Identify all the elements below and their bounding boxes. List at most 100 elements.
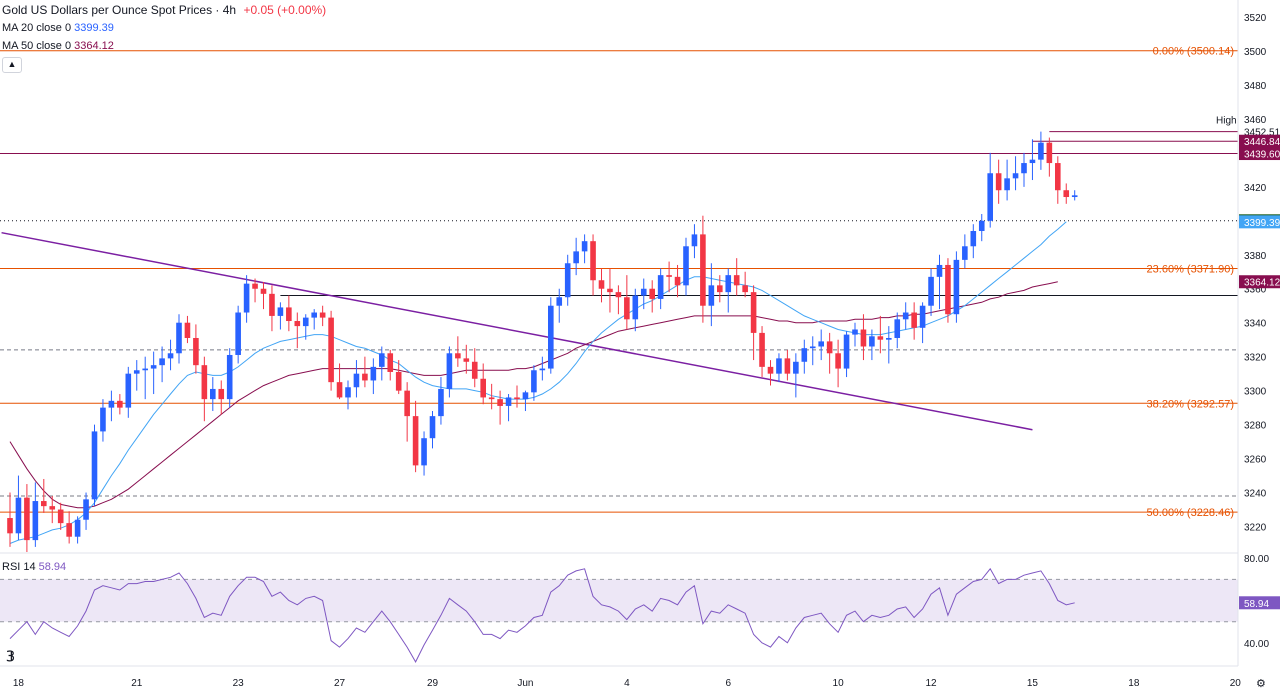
candle bbox=[7, 492, 13, 547]
candle bbox=[395, 360, 402, 395]
x-tick-label: 18 bbox=[13, 678, 25, 689]
candle-body bbox=[564, 263, 571, 298]
fib-label: 38.20% (3292.57) bbox=[1147, 398, 1234, 410]
candle-body bbox=[319, 312, 326, 318]
candle bbox=[877, 315, 884, 354]
candle bbox=[455, 336, 461, 367]
candle-body bbox=[395, 371, 402, 391]
candle bbox=[218, 380, 225, 415]
candle-body bbox=[83, 499, 89, 520]
candle-body bbox=[573, 251, 579, 264]
candle-body bbox=[869, 336, 875, 347]
candle bbox=[632, 288, 639, 332]
x-tick-label: 12 bbox=[925, 678, 937, 689]
candle-body bbox=[91, 431, 98, 500]
candle bbox=[1012, 156, 1019, 191]
candle bbox=[100, 399, 106, 442]
rsi-legend[interactable]: RSI 14 58.94 bbox=[2, 561, 66, 573]
candle bbox=[674, 264, 681, 298]
candle-body bbox=[184, 322, 191, 338]
candle-body bbox=[860, 329, 867, 347]
candle-body bbox=[438, 388, 444, 417]
candle-body bbox=[269, 293, 275, 316]
candle-body bbox=[133, 370, 140, 374]
chevron-up-icon[interactable]: ▲ bbox=[2, 57, 22, 73]
candle-body bbox=[1012, 173, 1019, 179]
candle bbox=[666, 261, 672, 293]
candle-body bbox=[412, 416, 419, 466]
candle-body bbox=[598, 280, 605, 289]
candle-body bbox=[370, 366, 377, 381]
candle-body bbox=[32, 501, 39, 541]
candle-body bbox=[41, 501, 47, 507]
rsi-label: RSI 14 bbox=[2, 561, 36, 573]
candle-body bbox=[1029, 159, 1036, 164]
candle-body bbox=[336, 382, 343, 398]
candle-body bbox=[15, 497, 22, 534]
candle-body bbox=[835, 353, 841, 369]
candle bbox=[995, 159, 1002, 204]
candle bbox=[843, 331, 850, 378]
axis-price-tag-text: 3439.60 bbox=[1244, 150, 1280, 161]
candle-body bbox=[970, 230, 977, 247]
candle-body bbox=[379, 353, 385, 367]
rsi-tick-label: 80.00 bbox=[1244, 554, 1269, 565]
candle bbox=[133, 360, 140, 391]
candle bbox=[1063, 183, 1070, 204]
ma50-legend[interactable]: MA 50 close 0 3364.12 bbox=[2, 40, 114, 52]
candle-body bbox=[708, 285, 715, 306]
candle-body bbox=[750, 292, 757, 333]
candle-body bbox=[1046, 142, 1053, 164]
candle bbox=[379, 346, 385, 381]
candle-body bbox=[24, 497, 30, 541]
candle-body bbox=[809, 346, 816, 349]
candle bbox=[362, 356, 368, 388]
y-tick-label: 3340 bbox=[1244, 319, 1267, 330]
axis-price-tag-text: 3452.51 bbox=[1244, 128, 1280, 139]
candle bbox=[176, 314, 182, 364]
candle bbox=[826, 332, 833, 374]
candle-body bbox=[784, 358, 791, 374]
candle-body bbox=[793, 361, 799, 374]
candle-body bbox=[666, 275, 672, 277]
x-tick-label: Jun bbox=[517, 678, 533, 689]
candle-body bbox=[455, 353, 461, 359]
candle-body bbox=[463, 358, 470, 362]
candle bbox=[953, 251, 960, 323]
candle-body bbox=[100, 407, 106, 432]
candle-body bbox=[421, 438, 427, 466]
candle bbox=[370, 358, 377, 395]
candle bbox=[539, 356, 546, 381]
candle bbox=[852, 322, 858, 347]
candle bbox=[446, 346, 453, 398]
candle bbox=[1055, 156, 1061, 204]
candle bbox=[590, 234, 596, 296]
ma20-legend[interactable]: MA 20 close 0 3399.39 bbox=[2, 22, 114, 34]
ma20-value: 3399.39 bbox=[74, 22, 114, 34]
price-change: +0.05 (+0.00%) bbox=[243, 3, 327, 17]
candle-body bbox=[210, 388, 216, 400]
candle bbox=[514, 385, 520, 408]
candle bbox=[725, 268, 732, 313]
candle-body bbox=[404, 390, 410, 417]
candle-body bbox=[843, 334, 850, 369]
candle bbox=[531, 365, 537, 401]
candle bbox=[564, 254, 571, 306]
candle-body bbox=[353, 373, 360, 388]
axis-price-tag-text: 3399.39 bbox=[1244, 218, 1280, 229]
candle-body bbox=[911, 312, 917, 328]
candle-body bbox=[142, 368, 148, 371]
ma50-value: 3364.12 bbox=[74, 40, 114, 52]
x-tick-label: 6 bbox=[725, 678, 731, 689]
candle-body bbox=[159, 358, 165, 366]
gear-icon[interactable]: ⚙ bbox=[1256, 678, 1266, 690]
candle-body bbox=[57, 509, 64, 524]
candle bbox=[471, 348, 478, 388]
y-tick-label: 3500 bbox=[1244, 47, 1267, 58]
tradingview-logo-icon[interactable]: 𝟛 bbox=[6, 648, 15, 664]
candle-body bbox=[108, 400, 115, 408]
rsi-value: 58.94 bbox=[38, 561, 67, 573]
candle bbox=[438, 377, 444, 425]
candle bbox=[193, 324, 199, 374]
